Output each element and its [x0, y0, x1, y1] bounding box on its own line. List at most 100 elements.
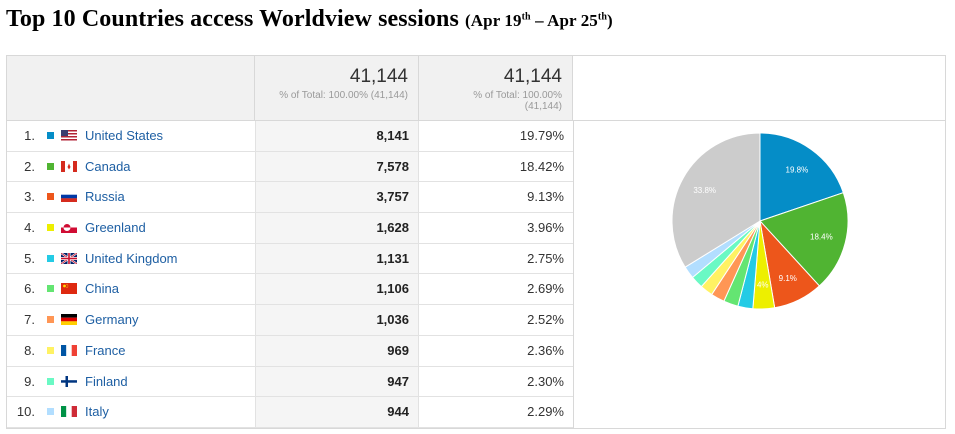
country-cell: 9. Finland	[7, 367, 255, 397]
country-link[interactable]: Greenland	[85, 220, 146, 236]
sessions-total-note: % of Total: 100.00% (41,144)	[279, 90, 408, 101]
table-row: 7. Germany 1,036 2.52%	[7, 305, 573, 336]
sessions-cell: 1,106	[255, 274, 419, 305]
greenland-flag-icon	[61, 222, 77, 234]
percent-cell: 19.79%	[519, 128, 564, 143]
country-link[interactable]: United States	[85, 128, 164, 143]
sessions-cell: 944	[255, 397, 419, 427]
series-color-swatch	[47, 377, 54, 385]
series-color-swatch	[47, 254, 54, 262]
canada-flag-icon	[61, 160, 77, 172]
series-color-swatch	[47, 132, 54, 139]
series-color-swatch	[47, 193, 54, 201]
percent-cell: 3.96%	[527, 220, 564, 236]
rank-label: 10.	[16, 404, 35, 420]
rank-label: 9.	[24, 373, 35, 389]
series-color-swatch	[47, 224, 54, 232]
sessions-cell: 3,757	[255, 182, 419, 213]
percent-cell: 18.42%	[519, 158, 564, 174]
header-chart-cell	[573, 56, 945, 121]
pie-slice	[671, 132, 761, 268]
table-row: 8. France 969 2.36%	[7, 335, 573, 367]
pie-data-label: 4%	[757, 280, 769, 289]
country-link[interactable]: France	[85, 342, 126, 358]
sessions-cell: 1,036	[255, 305, 419, 335]
series-color-swatch	[47, 316, 54, 324]
rank-label: 4.	[24, 220, 35, 236]
italy-flag-icon	[61, 406, 77, 418]
pie-slice	[759, 132, 844, 222]
percent-cell: 2.30%	[527, 373, 564, 389]
us-flag-icon	[61, 130, 77, 141]
country-cell: 1. United States	[7, 121, 255, 151]
table-row: 2. Canada 7,578 18.42%	[7, 151, 573, 183]
country-cell: 8. France	[7, 336, 255, 366]
percent-cell: 9.13%	[527, 189, 564, 205]
header-sessions-total: 41,144 % of Total: 100.00% (41,144)	[255, 56, 419, 121]
country-cell: 4. Greenland	[7, 213, 255, 243]
table-row: 4. Greenland 1,628 3.96%	[7, 213, 573, 244]
series-color-swatch	[47, 285, 54, 293]
rank-label: 3.	[24, 189, 35, 205]
percent-cell: 2.29%	[527, 404, 564, 420]
country-cell: 5. United Kingdom	[7, 244, 255, 274]
germany-flag-icon	[61, 314, 77, 326]
china-flag-icon	[61, 283, 77, 295]
percent-total-value: 41,144	[503, 66, 562, 87]
pie-slice	[759, 192, 849, 287]
rank-label: 2.	[24, 158, 35, 174]
pie-data-label: 9.1%	[779, 274, 797, 283]
sessions-cell: 7,578	[255, 151, 419, 182]
country-link[interactable]: Canada	[85, 158, 131, 174]
pie-data-label: 18.4%	[810, 233, 833, 242]
sessions-cell: 1,628	[255, 213, 419, 243]
percent-total-note: % of Total: 100.00% (41,144)	[473, 90, 562, 112]
pie-chart-panel: 19.8% 18.4% 9.1% 4% 33.8%	[573, 121, 946, 428]
series-color-swatch	[47, 346, 54, 354]
uk-flag-icon	[61, 252, 77, 264]
country-link[interactable]: United Kingdom	[85, 250, 178, 266]
country-link[interactable]: Finland	[85, 373, 128, 389]
sessions-cell: 1,131	[255, 243, 419, 274]
pie-data-label: 19.8%	[786, 165, 809, 174]
page-title: Top 10 Countries access Worldview sessio…	[6, 6, 613, 33]
table-row: 9. Finland 947 2.30%	[7, 366, 573, 398]
percent-cell: 2.69%	[527, 281, 564, 297]
sessions-cell: 947	[255, 366, 419, 397]
pie-chart: 19.8% 18.4% 9.1% 4% 33.8%	[671, 132, 849, 310]
percent-cell: 2.36%	[527, 342, 564, 358]
table-row: 5. United Kingdom 1,131 2.75%	[7, 243, 573, 275]
pie-data-label: 33.8%	[693, 186, 716, 195]
percent-cell: 2.52%	[527, 312, 564, 328]
country-cell: 2. Canada	[7, 152, 255, 182]
header-percent-total: 41,144 % of Total: 100.00% (41,144)	[419, 56, 573, 121]
finland-flag-icon	[61, 375, 77, 387]
country-cell: 6. China	[7, 274, 255, 304]
country-link[interactable]: Germany	[85, 312, 139, 328]
table-row: 3. Russia 3,757 9.13%	[7, 182, 573, 214]
report-table: 41,144 % of Total: 100.00% (41,144) 41,1…	[6, 55, 946, 429]
percent-cell: 2.75%	[527, 250, 564, 266]
title-main: Top 10 Countries access Worldview sessio…	[6, 6, 459, 32]
france-flag-icon	[61, 344, 77, 356]
country-link[interactable]: Italy	[85, 404, 109, 420]
russia-flag-icon	[61, 191, 77, 203]
table-row: 10. Italy 944 2.29%	[7, 397, 573, 428]
title-date-range: (Apr 19th – Apr 25th)	[465, 11, 613, 30]
header-dimension-cell	[7, 56, 255, 121]
series-color-swatch	[47, 408, 54, 416]
rank-label: 1.	[24, 128, 35, 143]
country-link[interactable]: Russia	[85, 189, 125, 205]
country-link[interactable]: China	[85, 281, 119, 297]
rank-label: 5.	[24, 250, 35, 266]
rank-label: 8.	[24, 342, 35, 358]
table-row: 6. China 1,106 2.69%	[7, 274, 573, 306]
sessions-cell: 969	[255, 335, 419, 366]
sessions-cell: 8,141	[255, 121, 419, 151]
table-body: 1. United States 8,141 19.79% 2. Canada 7,578 1…	[7, 121, 573, 428]
country-cell: 3. Russia	[7, 182, 255, 212]
table-row: 1. United States 8,141 19.79%	[7, 121, 573, 152]
series-color-swatch	[47, 162, 54, 170]
country-cell: 10. Italy	[7, 397, 255, 427]
sessions-total-value: 41,144	[349, 66, 408, 87]
